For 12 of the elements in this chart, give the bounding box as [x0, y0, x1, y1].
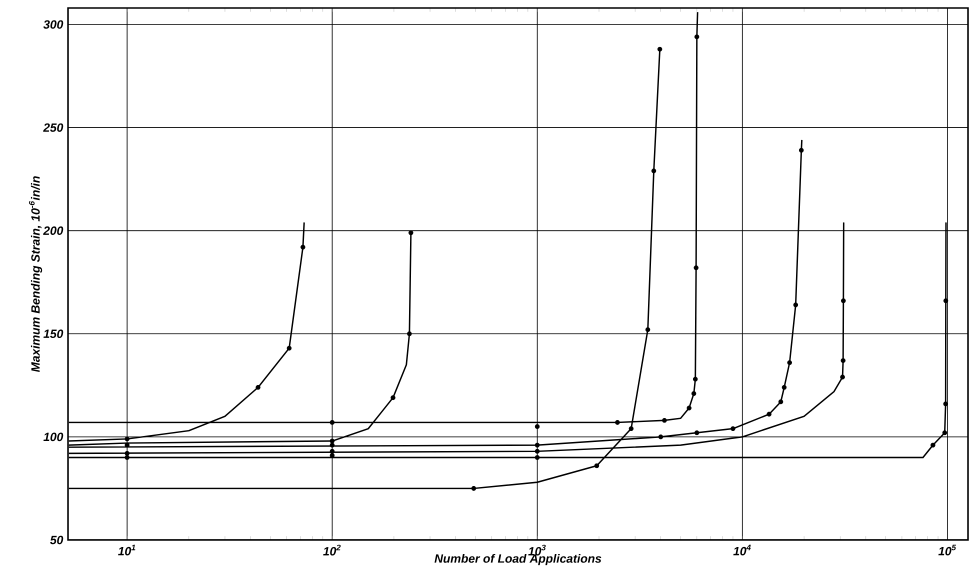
x-tick-label: 10$^{4}$ [733, 544, 751, 556]
x-tick-label: 10$^{2}$ [323, 544, 341, 556]
y-tick-label: 250 [43, 123, 64, 132]
x-tick-label: 10$^{3}$ [528, 544, 546, 556]
y-tick-label: 50 [50, 536, 64, 544]
x-tick-label: 10$^{1}$ [118, 544, 136, 556]
y-tick-label: 100 [43, 432, 64, 442]
y-tick-label: 150 [43, 330, 64, 338]
y-tick-label: 300 [43, 20, 64, 29]
x-tick-label: 10$^{5}$ [938, 544, 956, 556]
y-axis-title: Maximum Bending Strain, 10$^{-6}$in/in [28, 176, 42, 372]
y-tick-label: 200 [43, 226, 64, 235]
